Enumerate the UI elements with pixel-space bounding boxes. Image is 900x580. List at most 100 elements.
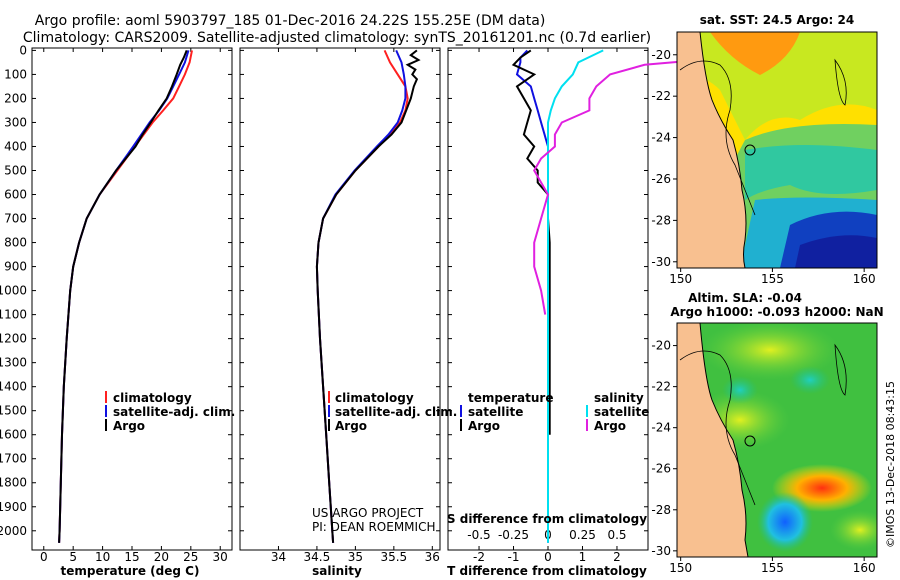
- map-lon-label: 155: [761, 561, 784, 575]
- depth-tick-label: 600: [4, 188, 27, 202]
- legend-label-argo: Argo: [113, 419, 145, 433]
- depth-tick-label: 700: [4, 212, 27, 226]
- depth-axis-labels: 0 100 200 300 400 500 600 700 800 900 1000 1100 1200…: [0, 43, 27, 537]
- depth-tick-label: 800: [4, 236, 27, 250]
- depth-tick-label: 1800: [0, 476, 27, 490]
- difference-x-label-2: S difference from climatology: [447, 512, 647, 526]
- depth-axis-ticks: [32, 49, 648, 532]
- depth-tick-label: 300: [4, 116, 27, 130]
- temperature-x-tick-label: 20: [154, 550, 169, 564]
- argo-location-marker: [744, 435, 756, 447]
- title-line-2: Climatology: CARS2009. Satellite-adjuste…: [23, 30, 651, 46]
- depth-tick-label: 2000: [0, 524, 27, 538]
- map-lon-label: 150: [669, 272, 692, 286]
- sla-map-x-ticks: 150 155 160: [669, 557, 876, 575]
- depth-tick-label: 100: [4, 67, 27, 81]
- legend-title-temperature: temperature: [468, 391, 553, 405]
- sst-map-frame: [676, 31, 878, 269]
- temperature-x-tick-label: 25: [183, 550, 198, 564]
- map-lat-label: -28: [651, 503, 671, 517]
- sla-map: [677, 323, 877, 557]
- series-line-s-argo: [533, 49, 783, 315]
- depth-tick-label: 1100: [0, 308, 27, 322]
- legend-label-climatology: climatology: [113, 391, 192, 405]
- depth-tick-label: 1600: [0, 428, 27, 442]
- salinity-x-label: salinity: [312, 564, 362, 578]
- map-lon-label: 160: [853, 272, 876, 286]
- temperature-x-tick-label: 30: [213, 550, 228, 564]
- sst-map-title: sat. SST: 24.5 Argo: 24: [700, 13, 854, 27]
- legend-label-s-satellite: satellite: [594, 405, 649, 419]
- map-lat-label: -22: [651, 380, 671, 394]
- depth-tick-label: 1000: [0, 284, 27, 298]
- map-lat-label: -28: [651, 213, 671, 227]
- temperature-x-tick-label: 10: [95, 550, 110, 564]
- map-lat-label: -22: [651, 89, 671, 103]
- salinity-difference-x-tick-label: -0.25: [498, 528, 529, 542]
- series-line-climatology: [58, 50, 193, 543]
- depth-tick-label: 1700: [0, 452, 27, 466]
- difference-legend: temperature satellite Argo salinity sate…: [460, 391, 649, 433]
- legend-title-salinity: salinity: [594, 391, 644, 405]
- depth-tick-label: 1900: [0, 500, 27, 514]
- map-lon-label: 155: [761, 272, 784, 286]
- salinity-legend: climatology satellite-adj. clim. Argo: [328, 391, 457, 433]
- map-lat-label: -30: [651, 544, 671, 558]
- difference-x-label: T difference from climatology: [447, 564, 647, 578]
- salinity-difference-x-tick-label: 0.5: [607, 528, 626, 542]
- temperature-x-label: temperature (deg C): [61, 564, 200, 578]
- map-lat-label: -24: [651, 421, 671, 435]
- salinity-x-tick-label: 35: [348, 550, 363, 564]
- salinity-x-ticks: 34 34.5 35 35.5 36: [271, 48, 440, 564]
- depth-tick-label: 1300: [0, 356, 27, 370]
- legend-label-s-argo: Argo: [594, 419, 626, 433]
- temperature-series: [58, 50, 193, 543]
- credit-text: ©IMOS 13-Dec-2018 08:43:15: [884, 381, 897, 548]
- map-lat-label: -20: [651, 48, 671, 62]
- sla-map-frame: [676, 322, 878, 558]
- difference-x-tick-label: -1: [508, 550, 520, 564]
- legend-label-argo: Argo: [335, 419, 367, 433]
- sla-map-y-ticks: -20 -22 -24 -26 -28 -30: [651, 339, 677, 558]
- pi-note: PI: DEAN ROEMMICH: [312, 520, 435, 534]
- legend-label-t-argo: Argo: [468, 419, 500, 433]
- series-line-s-satellite: [547, 49, 604, 543]
- series-line-t-argo: [511, 49, 551, 435]
- series-line-argo: [58, 50, 188, 543]
- sst-map-y-ticks: -20 -22 -24 -26 -28 -30: [651, 48, 677, 269]
- salinity-series: [315, 49, 421, 543]
- depth-tick-label: 1500: [0, 404, 27, 418]
- depth-tick-label: 1200: [0, 332, 27, 346]
- salinity-x-tick-label: 34: [271, 550, 286, 564]
- legend-label-satellite: satellite-adj. clim.: [335, 405, 457, 419]
- depth-tick-label: 400: [4, 140, 27, 154]
- depth-tick-label: 1400: [0, 380, 27, 394]
- depth-tick-label: 900: [4, 260, 27, 274]
- series-line-t-satellite: [515, 49, 549, 543]
- map-lon-label: 160: [853, 561, 876, 575]
- sst-map: [677, 32, 877, 268]
- map-lat-label: -20: [651, 339, 671, 353]
- temperature-x-tick-label: 5: [69, 550, 77, 564]
- project-note: US ARGO PROJECT: [312, 506, 424, 520]
- depth-tick-label: 500: [4, 164, 27, 178]
- salinity-difference-x-tick-label: -0.5: [467, 528, 490, 542]
- sst-map-x-ticks: 150 155 160: [669, 268, 876, 286]
- difference-x-tick-label: 0: [544, 550, 552, 564]
- difference-x-tick-label: 1: [579, 550, 587, 564]
- depth-tick-label: 0: [19, 43, 27, 57]
- salinity-x-tick-label: 36: [425, 550, 440, 564]
- map-lat-label: -26: [651, 172, 671, 186]
- title-line-1: Argo profile: aoml 5903797_185 01-Dec-20…: [35, 13, 546, 29]
- map-lon-label: 150: [669, 561, 692, 575]
- difference-x-tick-label: 2: [613, 550, 621, 564]
- legend-label-t-satellite: satellite: [468, 405, 523, 419]
- salinity-difference-x-ticks: -0.5 -0.25 0 0.25 0.5: [467, 528, 626, 542]
- sla-map-title-2: Argo h1000: -0.093 h2000: NaN: [670, 305, 883, 319]
- salinity-x-tick-label: 34.5: [304, 550, 331, 564]
- depth-tick-label: 200: [4, 91, 27, 105]
- series-line-satellite-adj-clim: [315, 49, 407, 543]
- temperature-x-ticks: 0 5 10 15 20 25 30: [40, 48, 228, 564]
- difference-x-ticks: -2 -1 0 1 2: [473, 48, 621, 564]
